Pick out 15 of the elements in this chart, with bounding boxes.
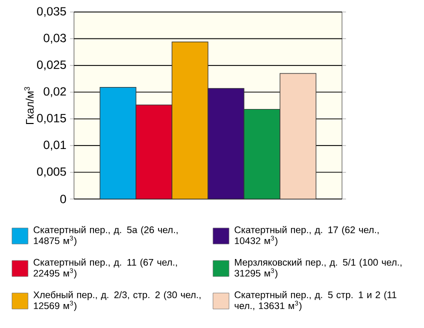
- y-tick-label: 0: [60, 194, 66, 204]
- legend-label: Скатертный пер., д. 5 стр. 1 и 2 (11 чел., 13631 м$^{3}$): [234, 290, 396, 312]
- y-axis-title: Гкал/м$^{3}$: [24, 86, 34, 124]
- y-tick-label: 0,035: [37, 7, 66, 17]
- y-tick-label: 0,015: [37, 114, 66, 124]
- legend-label: Скатертный пер., д. 17 (62 чел., 10432 м$^{3}$): [234, 226, 379, 246]
- y-tick-label: 0,02: [44, 87, 66, 98]
- legend-label: Хлебный пер., д. 2/3, стр. 2 (30 чел., 12569 м$^{3}$): [33, 290, 200, 312]
- y-tick-label: 0,03: [44, 34, 66, 44]
- legend-label: Скатертный пер., д. 11 (67 чел., 22495 м$^{3}$): [34, 258, 177, 279]
- legend-label: Мерзляковский пер., д. 5/1 (100 чел., 31295 м$^{3}$): [234, 258, 402, 279]
- y-tick-label: 0,025: [37, 60, 66, 70]
- y-tick-label: 0,005: [37, 167, 66, 178]
- legend-label: Скатертный пер., д. 5а (26 чел., 14875 м$^{3}$): [34, 226, 178, 246]
- y-tick-label: 0,01: [44, 140, 66, 151]
